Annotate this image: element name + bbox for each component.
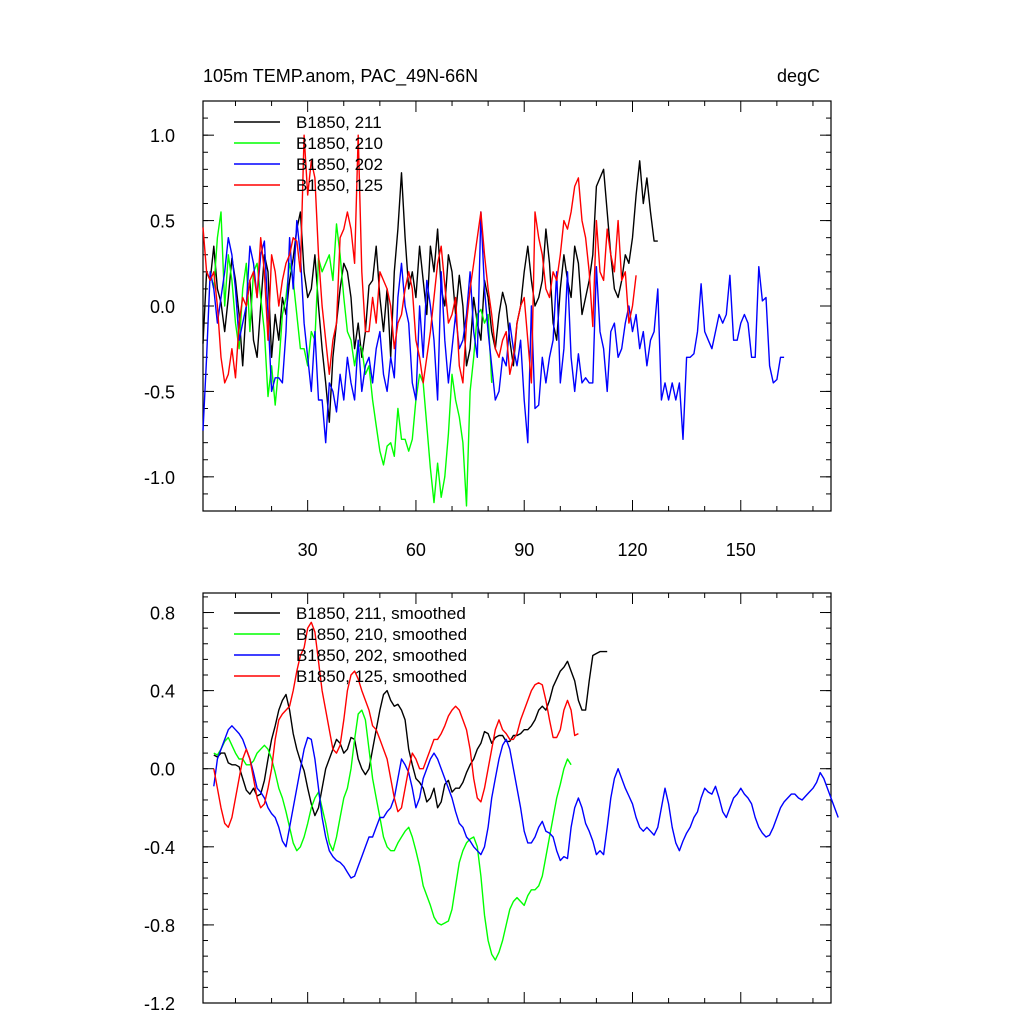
top-x-tick-label: 90 [514, 540, 534, 560]
legend-label-211-smoothed: B1850, 211, smoothed [296, 604, 466, 623]
bottom-y-tick-label: 0.8 [150, 604, 175, 624]
top-panel-legend: B1850, 211 B1850, 210 B1850, 202 B1850, … [234, 113, 383, 195]
legend-label-210: B1850, 210 [296, 134, 383, 153]
bottom-series-line-b1850-202-smoothed [213, 725, 839, 879]
top-x-tick-label: 30 [298, 540, 318, 560]
top-series-line-b1850-210 [209, 211, 493, 507]
top-x-tick-label: 60 [406, 540, 426, 560]
bottom-series-line-b1850-125-smoothed [213, 621, 579, 828]
top-series-line-b1850-202 [202, 211, 785, 444]
bottom-series-line-b1850-210-smoothed [213, 709, 572, 961]
legend-label-210-smoothed: B1850, 210, smoothed [296, 625, 467, 644]
legend-label-202: B1850, 202 [296, 155, 383, 174]
bottom-y-tick-label: -1.2 [144, 994, 175, 1014]
legend-label-125-smoothed: B1850, 125, smoothed [296, 667, 467, 686]
bottom-panel-series [213, 621, 839, 961]
top-x-tick-label: 120 [617, 540, 647, 560]
bottom-y-tick-label: 0.4 [150, 682, 175, 702]
bottom-series-line-b1850-211-smoothed [213, 650, 608, 817]
top-panel-axes: 30 60 90 120 150 -1.0 -0.5 0.0 0.5 1.0 [144, 100, 832, 560]
top-y-tick-label: -0.5 [144, 382, 175, 402]
bottom-panel-axes: -1.2 -0.8 -0.4 0.0 0.4 0.8 [144, 592, 832, 1014]
top-y-tick-label: 1.0 [150, 126, 175, 146]
top-series-line-b1850-125 [202, 134, 637, 384]
top-series-line-b1850-211 [202, 160, 658, 423]
top-y-tick-label: -1.0 [144, 468, 175, 488]
bottom-y-tick-label: 0.0 [150, 760, 175, 780]
legend-label-125: B1850, 125 [296, 176, 383, 195]
top-y-tick-label: 0.0 [150, 297, 175, 317]
top-panel-title: 105m TEMP.anom, PAC_49N-66N [203, 66, 478, 87]
bottom-y-tick-label: -0.8 [144, 916, 175, 936]
top-x-tick-label: 150 [726, 540, 756, 560]
top-y-tick-label: 0.5 [150, 212, 175, 232]
bottom-y-tick-label: -0.4 [144, 838, 175, 858]
top-panel-units: degC [777, 66, 820, 86]
top-panel: 105m TEMP.anom, PAC_49N-66N degC 30 60 90 1… [144, 66, 832, 560]
bottom-panel-legend: B1850, 211, smoothed B1850, 210, smoothe… [234, 604, 467, 686]
bottom-panel: -1.2 -0.8 -0.4 0.0 0.4 0.8 B1850, 211, smooth… [144, 592, 839, 1014]
legend-label-211: B1850, 211 [296, 113, 382, 132]
top-panel-series [202, 134, 785, 507]
legend-label-202-smoothed: B1850, 202, smoothed [296, 646, 467, 665]
